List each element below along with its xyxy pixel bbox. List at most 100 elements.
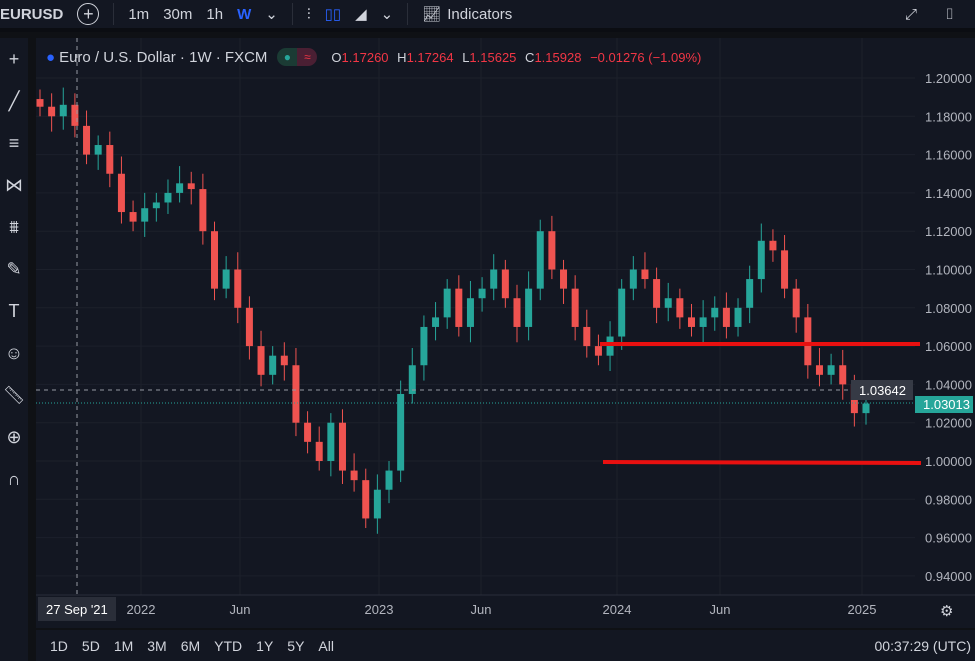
candle-body xyxy=(83,125,91,155)
candle-body xyxy=(513,298,521,327)
interval-1m[interactable]: 1m xyxy=(128,5,150,23)
zoom-icon[interactable]: ⊕ xyxy=(6,426,22,447)
ohlc-values: O1.17260 H1.17264 L1.15625 C1.15928 −0.0… xyxy=(331,49,702,65)
indicators-icon[interactable]: 📈︎ xyxy=(422,6,442,23)
candle-body xyxy=(734,307,742,327)
y-tick-label: 0.94000 xyxy=(925,569,972,584)
y-tick-label: 1.20000 xyxy=(925,71,972,86)
candles-icon[interactable]: ▯▯ xyxy=(324,6,342,23)
y-tick-label: 1.16000 xyxy=(925,148,972,163)
fullscreen-icon[interactable]: ⤢ xyxy=(905,5,918,23)
candle-body xyxy=(36,99,44,107)
candle-body xyxy=(490,269,498,289)
candle-body xyxy=(769,240,777,251)
candle-body xyxy=(187,183,195,190)
interval-w[interactable]: W xyxy=(237,5,252,23)
chart-legend: ● Euro / U.S. Dollar · 1W · FXCM ● ≈ O1.1… xyxy=(46,48,701,66)
chevron-down-icon[interactable]: ⌄ xyxy=(380,6,394,23)
x-tick-label: 2023 xyxy=(365,602,394,617)
candle-body xyxy=(269,355,277,375)
emoji-icon[interactable]: ☺ xyxy=(4,342,24,363)
candle-body xyxy=(478,288,486,299)
candle-body xyxy=(443,288,451,318)
candle-body xyxy=(571,288,579,327)
y-tick-label: 1.06000 xyxy=(925,339,972,354)
candle-body xyxy=(466,298,474,327)
candle-body xyxy=(687,317,695,327)
range-5d[interactable]: 5D xyxy=(81,637,100,654)
text-icon[interactable]: T xyxy=(8,300,20,321)
x-tick-label: Jun xyxy=(471,602,492,617)
candle-body xyxy=(432,317,440,327)
range-3m[interactable]: 3M xyxy=(147,637,167,654)
market-status[interactable]: ● ≈ xyxy=(277,48,318,66)
y-tick-label: 1.12000 xyxy=(925,224,972,239)
candle-body xyxy=(94,145,102,155)
bottom-bar: 1D 5D 1M 3M 6M YTD 1Y 5Y All 00:37:29 (U… xyxy=(36,630,975,661)
range-all[interactable]: All xyxy=(318,637,334,654)
candle-body xyxy=(408,365,416,394)
range-1y[interactable]: 1Y xyxy=(256,637,274,654)
candle-body xyxy=(862,403,870,414)
indicators-button[interactable]: Indicators xyxy=(447,5,513,23)
range-5y[interactable]: 5Y xyxy=(287,637,305,654)
candle-body xyxy=(350,470,358,481)
candle-body xyxy=(141,208,149,222)
x-tick-label: Jun xyxy=(710,602,731,617)
trend-line-icon[interactable]: ╱ xyxy=(8,90,20,111)
ruler-icon[interactable]: 📏︎ xyxy=(2,384,26,405)
candle-body xyxy=(560,269,568,289)
candle-body xyxy=(804,317,812,366)
candle-body xyxy=(664,298,672,308)
camera-icon[interactable]: ⌷ xyxy=(945,5,955,23)
candle-body xyxy=(455,288,463,327)
bar-chart-icon[interactable]: ⫶ xyxy=(306,5,311,23)
add-symbol-icon[interactable]: + xyxy=(77,3,100,25)
chevron-down-icon[interactable]: ⌄ xyxy=(265,6,278,23)
candle-body xyxy=(548,231,556,270)
y-tick-label: 1.00000 xyxy=(925,454,972,469)
range-6m[interactable]: 6M xyxy=(180,637,201,654)
projection-icon[interactable]: ⩩ xyxy=(9,216,19,237)
crosshair-icon[interactable]: + xyxy=(8,48,20,69)
candle-body xyxy=(827,365,835,375)
symbol-search[interactable]: EURUSD xyxy=(0,5,64,23)
range-ytd[interactable]: YTD xyxy=(214,637,243,654)
brush-icon[interactable]: ✎ xyxy=(6,258,22,279)
candle-body xyxy=(757,240,765,280)
candle-body xyxy=(117,173,125,213)
symbol-title: Euro / U.S. Dollar · 1W · FXCM xyxy=(59,48,268,66)
interval-1h[interactable]: 1h xyxy=(206,5,224,23)
candle-body xyxy=(373,489,381,519)
candle-body xyxy=(222,269,230,289)
clock[interactable]: 00:37:29 (UTC) xyxy=(874,637,971,654)
candle-body xyxy=(327,422,335,461)
fib-icon[interactable]: ≡ xyxy=(8,132,20,153)
candle-body xyxy=(815,365,823,375)
candle-body xyxy=(129,212,137,222)
last-price-label: 1.03013 xyxy=(923,397,970,412)
candle-body xyxy=(304,422,312,442)
range-1m[interactable]: 1M xyxy=(113,637,134,654)
interval-30m[interactable]: 30m xyxy=(163,5,193,23)
candle-body xyxy=(234,269,242,308)
candle-body xyxy=(525,288,533,327)
range-1d[interactable]: 1D xyxy=(50,637,68,654)
candle-body xyxy=(606,336,614,356)
settings-icon[interactable]: ⚙ xyxy=(940,603,953,620)
drawing-toolbar: + ╱ ≡ ⋈ ⩩ ✎ T ☺ 📏︎ ⊕ ∩ xyxy=(0,38,28,661)
magnet-icon[interactable]: ∩ xyxy=(7,468,21,489)
candle-body xyxy=(71,104,79,126)
candle-body xyxy=(781,250,789,289)
chart-pane[interactable] xyxy=(36,38,975,628)
crosshair-date-label: 27 Sep '21 xyxy=(46,602,108,617)
area-chart-icon[interactable]: ◢ xyxy=(355,6,367,23)
support-line-1-00[interactable] xyxy=(602,460,922,465)
candle-body xyxy=(722,307,730,327)
y-tick-label: 1.18000 xyxy=(925,109,972,124)
candle-body xyxy=(653,279,661,308)
y-tick-label: 1.08000 xyxy=(925,301,972,316)
x-tick-label: 2024 xyxy=(603,602,632,617)
pattern-icon[interactable]: ⋈ xyxy=(5,174,23,195)
